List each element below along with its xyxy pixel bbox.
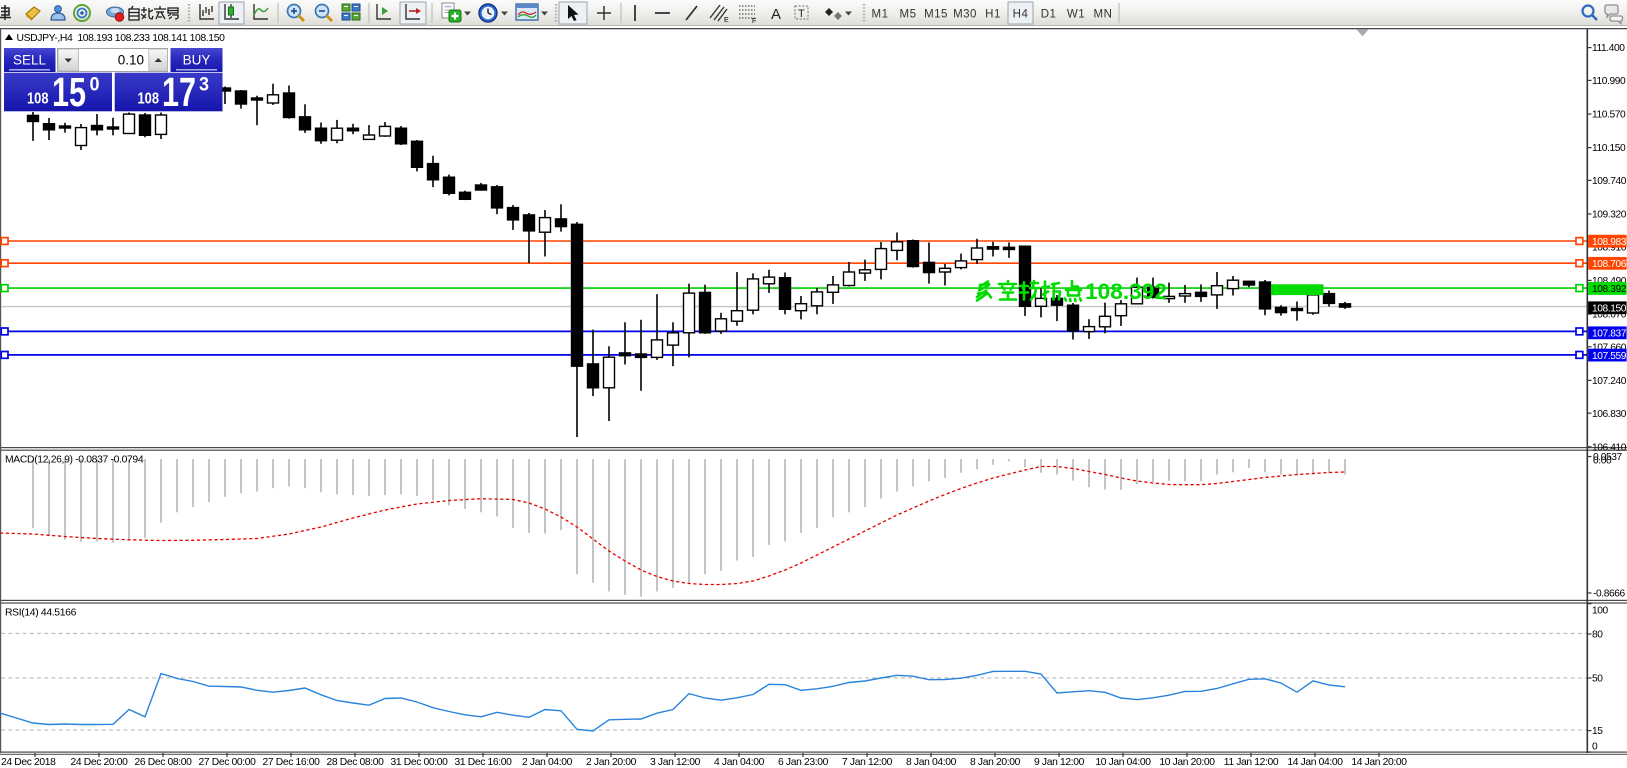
svg-text:2 Jan 04:00: 2 Jan 04:00 xyxy=(522,757,573,768)
svg-text:RSI(14) 44.5166: RSI(14) 44.5166 xyxy=(5,608,77,619)
svg-text:BUY: BUY xyxy=(183,53,211,68)
svg-text:109.320: 109.320 xyxy=(1592,210,1627,221)
svg-text:27 Dec 00:00: 27 Dec 00:00 xyxy=(198,757,256,768)
svg-text:H1: H1 xyxy=(985,9,1001,21)
svg-text:7 Jan 12:00: 7 Jan 12:00 xyxy=(842,757,893,768)
svg-text:107.240: 107.240 xyxy=(1592,376,1627,387)
svg-text:3: 3 xyxy=(199,75,209,96)
svg-text:109.740: 109.740 xyxy=(1592,176,1627,187)
svg-text:USDJPY-,H4 108.193 108.233 10: USDJPY-,H4 108.193 108.233 108.141 108.1… xyxy=(17,33,226,44)
svg-text:110.990: 110.990 xyxy=(1592,76,1626,87)
svg-text:10 Jan 20:00: 10 Jan 20:00 xyxy=(1159,757,1215,768)
svg-text:MACD(12,26,9) -0.0837 -0.0794: MACD(12,26,9) -0.0837 -0.0794 xyxy=(5,455,144,466)
svg-text:0.00: 0.00 xyxy=(1593,456,1612,467)
svg-text:108: 108 xyxy=(138,91,160,108)
svg-text:107.660: 107.660 xyxy=(1592,342,1627,353)
svg-text:17: 17 xyxy=(162,69,196,115)
svg-text:14 Jan 20:00: 14 Jan 20:00 xyxy=(1351,757,1407,768)
svg-text:4 Jan 04:00: 4 Jan 04:00 xyxy=(714,757,765,768)
svg-text:108.983: 108.983 xyxy=(1592,237,1627,248)
svg-text:-0.8666: -0.8666 xyxy=(1593,589,1625,600)
svg-text:0.0537: 0.0537 xyxy=(1593,452,1622,463)
svg-text:0.10: 0.10 xyxy=(118,53,144,68)
svg-text:110.150: 110.150 xyxy=(1592,143,1626,154)
svg-text:SELL: SELL xyxy=(13,53,47,68)
svg-text:108.910: 108.910 xyxy=(1592,242,1627,253)
svg-text:31 Dec 16:00: 31 Dec 16:00 xyxy=(454,757,512,768)
svg-text:15: 15 xyxy=(52,69,86,115)
svg-text:0: 0 xyxy=(90,75,100,96)
svg-text:106.830: 106.830 xyxy=(1592,409,1627,420)
svg-text:26 Dec 08:00: 26 Dec 08:00 xyxy=(134,757,192,768)
svg-text:6 Jan 23:00: 6 Jan 23:00 xyxy=(778,757,829,768)
svg-text:14 Jan 04:00: 14 Jan 04:00 xyxy=(1287,757,1343,768)
svg-text:108.150: 108.150 xyxy=(1592,304,1627,315)
svg-text:106.410: 106.410 xyxy=(1592,442,1627,453)
svg-text:D1: D1 xyxy=(1041,9,1057,21)
svg-text:T: T xyxy=(798,8,805,20)
svg-text:F: F xyxy=(752,18,756,25)
svg-text:107.837: 107.837 xyxy=(1592,329,1627,340)
svg-text:111.400: 111.400 xyxy=(1592,43,1625,54)
svg-text:108.392: 108.392 xyxy=(1085,279,1167,304)
svg-text:108.392: 108.392 xyxy=(1592,284,1627,295)
svg-text:M15: M15 xyxy=(924,9,948,21)
svg-text:50: 50 xyxy=(1592,674,1603,685)
svg-text:108.070: 108.070 xyxy=(1592,310,1627,321)
svg-text:W1: W1 xyxy=(1067,9,1085,21)
svg-text:2 Jan 20:00: 2 Jan 20:00 xyxy=(586,757,637,768)
svg-text:9 Jan 12:00: 9 Jan 12:00 xyxy=(1034,757,1085,768)
svg-text:110.570: 110.570 xyxy=(1592,110,1626,121)
svg-text:MN: MN xyxy=(1094,9,1113,21)
svg-text:28 Dec 08:00: 28 Dec 08:00 xyxy=(326,757,384,768)
svg-text:M5: M5 xyxy=(900,9,917,21)
svg-text:H4: H4 xyxy=(1013,9,1029,21)
svg-text:8 Jan 04:00: 8 Jan 04:00 xyxy=(906,757,957,768)
svg-text:3 Jan 12:00: 3 Jan 12:00 xyxy=(650,757,701,768)
svg-text:10 Jan 04:00: 10 Jan 04:00 xyxy=(1095,757,1151,768)
svg-text:E: E xyxy=(724,17,729,24)
svg-text:24 Dec 20:00: 24 Dec 20:00 xyxy=(70,757,128,768)
svg-text:108: 108 xyxy=(27,91,49,108)
svg-text:24 Dec 2018: 24 Dec 2018 xyxy=(1,757,56,768)
svg-text:31 Dec 00:00: 31 Dec 00:00 xyxy=(390,757,448,768)
svg-text:100: 100 xyxy=(1592,606,1609,617)
svg-text:8 Jan 20:00: 8 Jan 20:00 xyxy=(970,757,1021,768)
svg-text:11 Jan 12:00: 11 Jan 12:00 xyxy=(1224,757,1279,768)
svg-text:M30: M30 xyxy=(953,9,977,21)
svg-text:27 Dec 16:00: 27 Dec 16:00 xyxy=(262,757,320,768)
svg-text:80: 80 xyxy=(1592,630,1603,641)
svg-text:108.706: 108.706 xyxy=(1592,259,1627,270)
svg-text:M1: M1 xyxy=(872,9,889,21)
svg-text:15: 15 xyxy=(1592,726,1603,737)
svg-text:A: A xyxy=(771,6,781,23)
svg-text:108.490: 108.490 xyxy=(1592,276,1627,287)
svg-text:0: 0 xyxy=(1592,742,1598,753)
svg-text:107.559: 107.559 xyxy=(1592,351,1627,362)
